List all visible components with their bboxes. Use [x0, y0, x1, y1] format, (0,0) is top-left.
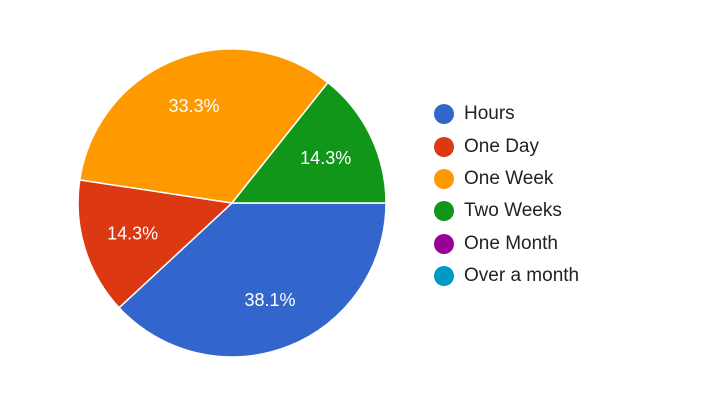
legend-item[interactable]: One Day [434, 130, 579, 162]
legend-swatch-icon [434, 136, 454, 157]
pie-slice-two-weeks[interactable] [230, 81, 387, 204]
legend-swatch-icon [434, 168, 454, 189]
legend-label: Two Weeks [464, 200, 562, 222]
legend-swatch-icon [434, 104, 454, 125]
legend-label: Hours [464, 103, 515, 125]
slice-value-label: 14.3% [107, 224, 158, 244]
legend-item[interactable]: One Month [434, 228, 579, 260]
legend-item[interactable]: Two Weeks [434, 195, 579, 227]
legend-item[interactable]: Over a month [434, 260, 579, 292]
slice-value-label: 38.1% [244, 290, 295, 310]
legend-label: One Week [464, 167, 554, 189]
legend-item[interactable]: One Week [434, 163, 579, 195]
pie-slice-one-week[interactable] [78, 48, 329, 204]
legend-swatch-icon [434, 201, 454, 222]
slice-value-label: 33.3% [168, 96, 219, 116]
slice-value-label: 14.3% [300, 148, 351, 168]
chart-legend: Hours One Day One Week Two Weeks One Month Ov… [434, 98, 579, 292]
pie-slice-one-day[interactable] [77, 179, 234, 309]
legend-label: Over a month [464, 265, 580, 287]
legend-item[interactable]: Hours [434, 98, 579, 130]
legend-label: One Day [464, 135, 539, 157]
pie-slice-hours[interactable] [118, 202, 387, 358]
legend-label: One Month [464, 232, 558, 254]
legend-swatch-icon [434, 266, 454, 287]
legend-swatch-icon [434, 233, 454, 254]
